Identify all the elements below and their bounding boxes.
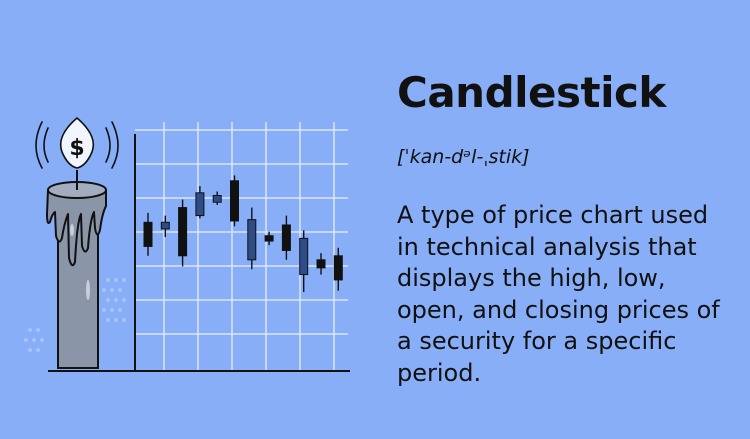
definition-text: A type of price chart used in technical …	[397, 201, 720, 387]
candle-body	[299, 237, 309, 276]
candle-body	[247, 219, 257, 261]
candle-body	[230, 180, 239, 222]
candle-body	[195, 192, 205, 217]
candle-body	[178, 207, 188, 257]
candle-body	[143, 221, 153, 247]
chart-candles	[143, 175, 343, 292]
candle-body	[281, 224, 291, 251]
candle-body	[316, 259, 326, 269]
page-title: Candlestick	[397, 68, 666, 117]
chart-grid	[135, 122, 348, 371]
candle-body	[212, 195, 222, 203]
candle-body	[333, 255, 343, 281]
dollar-coin-icon: $	[35, 116, 119, 169]
pronunciation: [ˈkan-dᵊl-ˌstik]	[397, 146, 530, 168]
dot-texture	[24, 278, 126, 352]
melting-candle-icon	[46, 170, 107, 369]
dollar-sign: $	[69, 136, 84, 161]
candle-body	[264, 235, 274, 242]
candle-body	[160, 221, 170, 230]
